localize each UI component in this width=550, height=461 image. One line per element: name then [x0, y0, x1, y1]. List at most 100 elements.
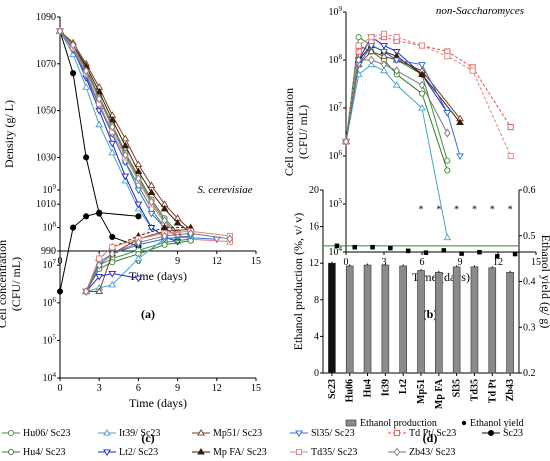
panel-b-y-tick-exp: 6 — [339, 149, 343, 157]
panel-b-data-point — [355, 42, 362, 49]
panel-d-yield-point — [388, 245, 393, 251]
panel-c-series-line — [85, 227, 191, 292]
panel-c-data-point — [96, 209, 103, 216]
panel-d-yield-point — [405, 248, 411, 254]
panel-d-x-tick-label: Td35 — [469, 379, 480, 401]
panel-d-x-tick-label: Mp51 — [416, 379, 427, 404]
panel-d-label: (d) — [423, 431, 438, 445]
panel-b-data-point — [444, 53, 451, 60]
panel-c-x-tick-label: 9 — [175, 383, 180, 394]
panel-a-y-tick-label: 1070 — [36, 59, 56, 70]
legend-label: Mp51/ Sc23 — [213, 428, 262, 439]
panel-a-data-point — [148, 197, 155, 207]
panel-b-data-point — [380, 30, 388, 37]
panel-b-data-point — [418, 104, 426, 111]
legend-label: Mp FA/ Sc23 — [213, 447, 267, 458]
panel-c-series-sc23 — [56, 209, 142, 295]
legend-item: Hu4/ Sc23 — [2, 447, 66, 458]
panel-b-y-tick-base: 10 — [329, 151, 339, 162]
panel-a-data-point — [134, 201, 143, 209]
panel-b-data-point — [380, 60, 388, 70]
panel-c-data-point — [96, 255, 103, 262]
panel-d-y2-tick-label: 0.5 — [523, 231, 536, 242]
legend-marker — [197, 448, 205, 455]
panel-b-data-point — [444, 157, 451, 164]
panel-d-y-tick-label: 20 — [309, 185, 319, 196]
panel-c-data-point — [160, 223, 169, 231]
panel-b-data-point — [444, 167, 451, 174]
panel-c-series-line — [85, 235, 191, 292]
panel-b-data-point — [392, 81, 401, 88]
panel-a-x-axis-label: Time (days) — [129, 269, 187, 283]
panel-b-data-point — [418, 62, 426, 69]
panel-b-x-tick-label: 3 — [382, 257, 387, 268]
panel-a-series-line — [59, 30, 178, 233]
panel-a-series-hu4-sc23 — [56, 27, 181, 236]
panel-d-x-tick-label: Hu06 — [345, 379, 356, 402]
panel-d-legend-bar-swatch — [345, 419, 357, 427]
panel-c-y-tick-exp: 9 — [53, 183, 57, 191]
panel-c-y-tick-label: 106 — [43, 296, 57, 309]
panel-b-y-tick-label: 107 — [329, 101, 343, 114]
panel-c-x-tick-label: 0 — [58, 383, 63, 394]
panel-b-x-tick-label: 12 — [493, 257, 503, 268]
panel-b-data-point — [380, 66, 388, 74]
panel-c-y-tick-base: 10 — [43, 260, 53, 271]
panel-b-data-point — [380, 52, 388, 59]
legend-marker — [7, 448, 15, 456]
panel-b-y-tick-base: 10 — [329, 55, 339, 66]
panel-c-series-zb43-sc23 — [82, 229, 234, 296]
panel-a-y-tick-label: 1050 — [36, 106, 56, 117]
panel-b-series-line — [345, 36, 512, 142]
panel-b-series-line — [345, 44, 461, 157]
panel-c-data-point — [70, 224, 77, 231]
panel-b-y-tick-base: 10 — [329, 247, 339, 258]
panel-c-y-tick-label: 105 — [43, 333, 57, 346]
panel-b-series-sl35-sc23 — [342, 43, 464, 160]
panel-d-significance-marker: * — [419, 204, 424, 215]
panel-b-data-point — [443, 233, 452, 241]
panel-d-y2-tick-label: 0.4 — [523, 277, 536, 288]
panel-a-data-point — [121, 141, 130, 149]
panel-b-data-point — [380, 48, 388, 56]
panel-b-label: (b) — [423, 307, 438, 321]
panel-c-data-point — [56, 288, 64, 295]
panel-c-data-point — [226, 234, 234, 244]
panel-a-data-point — [108, 140, 117, 148]
panel-a-data-point — [134, 187, 143, 195]
legend-item: Td Pt/ Sc23 — [388, 428, 456, 439]
panel-b-series-line — [345, 50, 461, 142]
panel-a-data-point — [109, 122, 116, 132]
panel-b-y-tick-label: 106 — [329, 149, 343, 162]
panel-a-data-point — [134, 204, 143, 212]
panel-b-title: non-Saccharomyces — [436, 5, 524, 17]
panel-b-y-tick-exp: 8 — [339, 53, 343, 61]
panel-b-data-point — [418, 70, 426, 77]
legend-item: Mp51/ Sc23 — [192, 428, 262, 439]
legend-marker — [197, 429, 205, 436]
panel-b-data-point — [443, 110, 452, 117]
panel-d-bar — [417, 270, 425, 374]
panel-b-data-point — [355, 55, 362, 65]
panel-d-y2-axis-label: Ethanol yield (g/ g) — [539, 235, 550, 329]
panel-c-y-tick-base: 10 — [43, 335, 53, 346]
panel-b-x-tick-label: 6 — [420, 257, 425, 268]
panel-a-data-point — [108, 115, 117, 123]
panel-d-y-tick-label: 4 — [314, 331, 319, 342]
panel-a-data-point — [160, 204, 169, 212]
panel-c-y-tick-exp: 8 — [53, 221, 57, 229]
panel-d-bar — [363, 264, 372, 374]
panel-b-data-point — [380, 43, 388, 50]
panel-d-bar — [435, 272, 443, 374]
panel-d-x-tick-label: Sl35 — [452, 379, 463, 397]
panel-a-data-point — [82, 66, 90, 76]
legend-item: It39/ Sc23 — [98, 428, 160, 439]
legend-label: Hu06/ Sc23 — [23, 428, 71, 439]
panel-d-legend-dot-swatch — [461, 420, 467, 426]
legend-marker — [295, 430, 303, 437]
panel-b-x-tick-label: 15 — [531, 257, 541, 268]
panel-d-significance-marker: * — [508, 204, 513, 215]
legend-label: Td Pt/ Sc23 — [409, 428, 456, 439]
panel-d-y-axis-label: Ethanol production (%, v/ v) — [291, 213, 305, 351]
